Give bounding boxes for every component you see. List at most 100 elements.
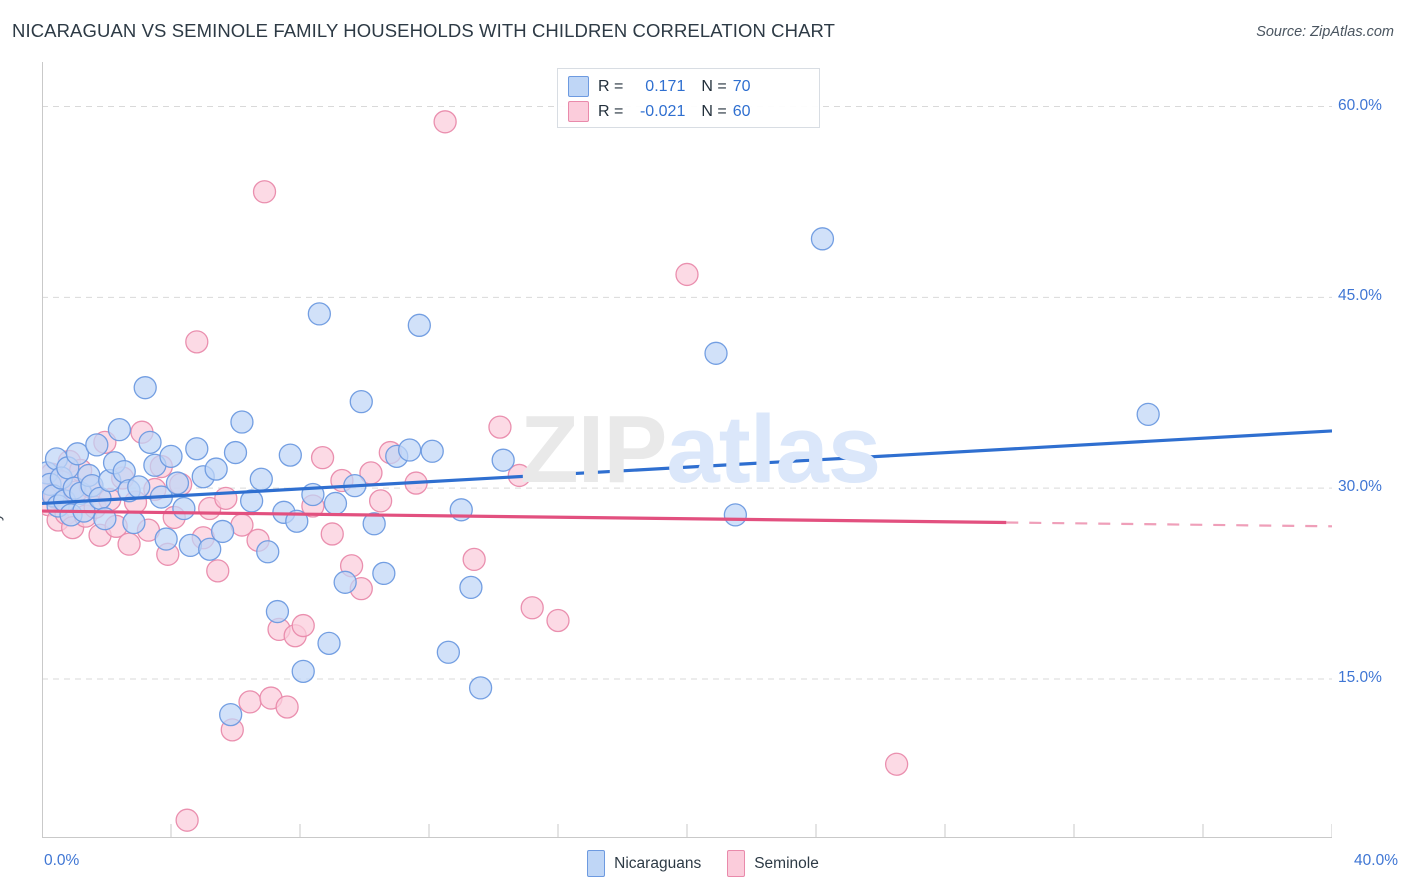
trend-line-nicaraguans bbox=[42, 429, 1332, 506]
data-point bbox=[219, 702, 243, 727]
stats-n-label-seminole: N = bbox=[701, 102, 727, 120]
stats-n-value-seminole: 60 bbox=[732, 102, 751, 120]
data-point bbox=[436, 640, 461, 664]
stats-n-label-nicaraguans: N = bbox=[701, 77, 727, 95]
legend-item-seminole[interactable]: Seminole bbox=[727, 850, 819, 877]
data-point bbox=[723, 503, 748, 527]
data-point bbox=[249, 467, 273, 491]
data-point bbox=[154, 527, 178, 551]
data-point bbox=[368, 489, 393, 513]
data-point bbox=[198, 537, 222, 561]
data-point bbox=[265, 599, 290, 624]
data-point bbox=[175, 808, 199, 832]
trend-lines bbox=[42, 429, 1332, 528]
data-point bbox=[256, 540, 280, 564]
data-point bbox=[307, 302, 332, 326]
data-point bbox=[278, 443, 302, 467]
y-axis-tick-label: 30.0% bbox=[1338, 478, 1382, 496]
data-point bbox=[372, 561, 396, 586]
data-point bbox=[204, 457, 228, 481]
data-point bbox=[488, 415, 512, 439]
data-point bbox=[230, 410, 254, 434]
series-points-seminole bbox=[42, 110, 909, 832]
data-point bbox=[333, 570, 357, 594]
series-legend: Nicaraguans Seminole bbox=[0, 850, 1406, 877]
data-point bbox=[420, 439, 444, 463]
data-point bbox=[138, 430, 162, 455]
data-point bbox=[1136, 402, 1160, 427]
data-point bbox=[407, 313, 431, 337]
data-point bbox=[459, 575, 483, 600]
trend-line-seminole bbox=[42, 509, 1007, 525]
legend-label-nicaraguans: Nicaraguans bbox=[614, 854, 702, 872]
y-axis-tick-label: 45.0% bbox=[1338, 287, 1382, 305]
data-point bbox=[165, 471, 190, 495]
data-point bbox=[362, 512, 386, 536]
stats-r-value-nicaraguans: 0.171 bbox=[645, 77, 686, 95]
x-axis-min-label: 0.0% bbox=[44, 852, 80, 869]
data-point bbox=[520, 596, 544, 620]
data-point bbox=[675, 262, 699, 287]
data-point bbox=[238, 690, 262, 714]
data-point bbox=[310, 445, 335, 470]
trend-line-dashed-seminole bbox=[1006, 521, 1332, 528]
legend-item-nicaraguans[interactable]: Nicaraguans bbox=[587, 850, 701, 877]
scatter-plot-svg bbox=[42, 62, 1332, 838]
x-axis-max-label: 40.0% bbox=[1354, 852, 1398, 869]
stats-r-label-seminole: R = bbox=[598, 102, 624, 120]
stats-n-value-nicaraguans: 70 bbox=[732, 77, 751, 95]
data-point bbox=[291, 613, 315, 638]
data-point bbox=[491, 448, 515, 472]
stats-swatch-seminole bbox=[568, 101, 589, 122]
data-point bbox=[107, 417, 132, 442]
plot-area bbox=[42, 62, 1332, 838]
data-point bbox=[704, 341, 728, 365]
data-point bbox=[252, 180, 277, 204]
correlation-stats-box: R = 0.171 N = 70 R = -0.021 N = 60 bbox=[557, 68, 820, 128]
legend-chip-nicaraguans bbox=[587, 850, 606, 877]
y-axis-tick-label: 15.0% bbox=[1338, 668, 1382, 686]
legend-chip-seminole bbox=[727, 850, 746, 877]
series-points-nicaraguans bbox=[42, 227, 1160, 727]
data-point bbox=[127, 475, 151, 499]
data-point bbox=[468, 676, 493, 700]
data-point bbox=[159, 444, 183, 469]
data-point bbox=[397, 438, 422, 462]
y-axis-tick-label: 60.0% bbox=[1338, 96, 1382, 114]
stats-swatch-nicaraguans bbox=[568, 76, 589, 97]
page-title: NICARAGUAN VS SEMINOLE FAMILY HOUSEHOLDS… bbox=[12, 20, 836, 41]
y-axis-title: Family Households with Children bbox=[0, 333, 4, 559]
data-point bbox=[185, 330, 209, 354]
x-axis-ticks bbox=[42, 824, 1332, 838]
data-point bbox=[275, 695, 299, 719]
stats-row-seminole: R = -0.021 N = 60 bbox=[568, 99, 809, 124]
data-point bbox=[206, 559, 230, 583]
data-point bbox=[65, 442, 90, 466]
data-point bbox=[239, 489, 264, 513]
stats-row-nicaraguans: R = 0.171 N = 70 bbox=[568, 74, 809, 99]
data-point bbox=[810, 227, 835, 251]
data-point bbox=[320, 522, 344, 546]
data-point bbox=[117, 532, 141, 556]
data-point bbox=[210, 519, 235, 544]
data-point bbox=[433, 110, 457, 134]
data-point bbox=[349, 390, 373, 414]
data-point bbox=[223, 440, 248, 465]
source-attribution: Source: ZipAtlas.com bbox=[1256, 24, 1394, 40]
gridlines bbox=[42, 106, 1332, 680]
stats-r-label-nicaraguans: R = bbox=[598, 77, 624, 95]
data-point bbox=[133, 376, 157, 400]
data-point bbox=[462, 547, 486, 572]
data-point bbox=[85, 433, 109, 457]
data-point bbox=[323, 491, 348, 516]
data-point bbox=[317, 631, 341, 656]
data-point bbox=[122, 510, 146, 535]
data-point bbox=[214, 486, 238, 510]
data-point bbox=[291, 659, 315, 684]
data-point bbox=[172, 496, 196, 521]
stats-r-value-seminole: -0.021 bbox=[639, 102, 686, 120]
legend-label-seminole: Seminole bbox=[754, 854, 819, 872]
data-point bbox=[546, 608, 570, 633]
data-point bbox=[178, 533, 203, 558]
